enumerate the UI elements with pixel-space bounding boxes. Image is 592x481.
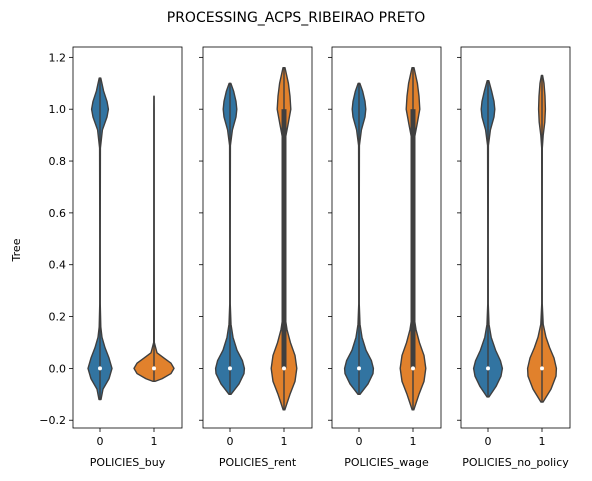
panel-frame [72, 46, 183, 429]
y-tick-label: 1.0 [49, 103, 67, 116]
y-tick-label: 0.4 [49, 259, 67, 272]
x-tick-label: 0 [227, 435, 234, 448]
median-dot [152, 366, 156, 371]
y-tick-label: 0.2 [49, 311, 67, 324]
x-tick-label: 1 [539, 435, 546, 448]
y-tick-label: 0.8 [49, 155, 67, 168]
figure-title: PROCESSING_ACPS_RIBEIRAO PRETO [167, 10, 425, 26]
median-dot [411, 366, 415, 371]
median-dot [540, 366, 544, 371]
x-tick-label: 0 [97, 435, 104, 448]
panel-1: 0 1 POLICIES_rent [199, 46, 313, 469]
panel-3: 0 1 POLICIES_no_policy [457, 46, 571, 469]
y-tick-label: −0.2 [39, 414, 66, 427]
panel-2: 0 1 POLICIES_wage [328, 46, 442, 469]
median-dot [282, 366, 286, 371]
panel-frame [331, 46, 442, 429]
x-axis-label: POLICIES_buy [90, 456, 166, 469]
x-tick-label: 1 [281, 435, 288, 448]
median-dot [228, 366, 232, 371]
x-tick-label: 0 [485, 435, 492, 448]
y-axis-label: Tree [10, 238, 23, 262]
y-tick-label: 1.2 [49, 51, 67, 64]
panel-frame [202, 46, 313, 429]
panel-frame [460, 46, 571, 429]
median-dot [357, 366, 361, 371]
iqr-box [410, 109, 416, 369]
median-dot [98, 366, 102, 371]
panel-0: −0.2 0.0 0.2 0.4 0.6 0.8 1.0 1.2 0 1 POLICIES_buy [39, 46, 183, 469]
y-tick-label: 0.0 [49, 362, 67, 375]
x-axis-label: POLICIES_no_policy [462, 456, 569, 469]
x-axis-label: POLICIES_wage [344, 456, 429, 469]
panels-group: −0.2 0.0 0.2 0.4 0.6 0.8 1.0 1.2 0 1 POLICIES_buy 0… [39, 46, 571, 469]
x-tick-label: 1 [151, 435, 158, 448]
y-tick-label: 0.6 [49, 207, 67, 220]
x-axis-label: POLICIES_rent [219, 456, 297, 469]
x-tick-label: 0 [356, 435, 363, 448]
median-dot [486, 366, 490, 371]
iqr-box [281, 109, 287, 369]
x-tick-label: 1 [410, 435, 417, 448]
